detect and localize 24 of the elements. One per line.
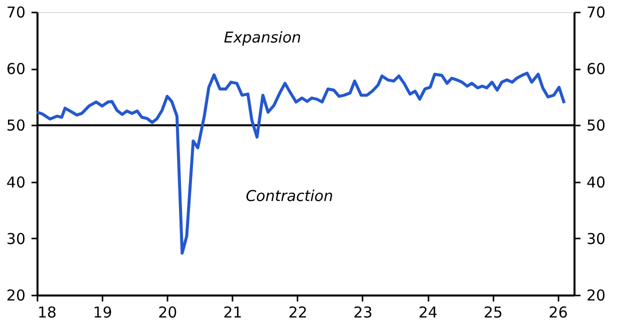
y-tick-label: 60 (6, 60, 26, 78)
annotation: Expansion (224, 28, 302, 46)
annotation: Contraction (246, 186, 334, 205)
y2-tick-label: 20 (586, 286, 606, 304)
x-tick-label: 26 (548, 304, 568, 322)
y2-tick-label: 60 (586, 60, 606, 78)
x-tick-label: 18 (38, 304, 57, 322)
y2-tick-label: 50 (586, 116, 606, 135)
x-tick-label: 20 (158, 304, 178, 322)
y2-tick-label: 30 (586, 230, 606, 248)
y-tick-label: 30 (6, 230, 26, 248)
x-tick-label: 25 (484, 304, 503, 322)
y-tick-label: 40 (6, 173, 26, 192)
y-tick-label: 50 (6, 116, 26, 135)
y2-tick-label: 40 (586, 173, 606, 192)
x-tick-label: 19 (93, 304, 112, 322)
y-tick-label: 70 (6, 4, 26, 22)
x-tick-label: 24 (418, 304, 438, 322)
y-tick-label: 20 (6, 286, 26, 304)
x-tick-label: 22 (288, 304, 308, 322)
x-tick-label: 21 (223, 304, 242, 322)
x-tick-label: 23 (353, 304, 372, 322)
line-series (36, 72, 566, 255)
y2-tick-label: 70 (586, 4, 606, 22)
